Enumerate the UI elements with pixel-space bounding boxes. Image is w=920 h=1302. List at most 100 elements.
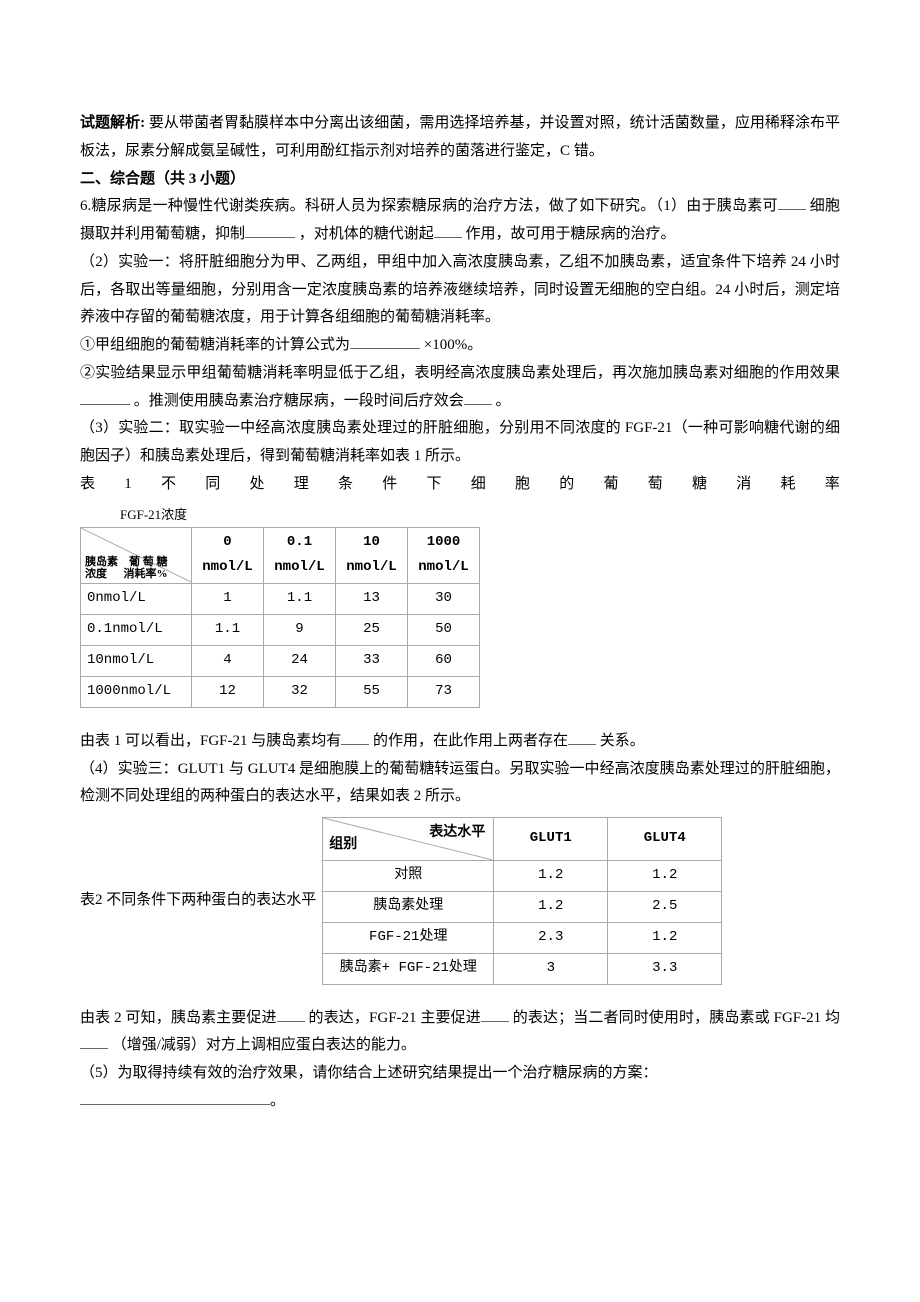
exp3-afterC: 的表达；当二者同时使用时，胰岛素或 FGF-21 均 — [509, 1010, 840, 1026]
t1-cell: 55 — [336, 677, 408, 708]
table-row: 胰岛素处理 1.2 2.5 — [323, 892, 722, 923]
blank — [80, 1033, 108, 1049]
t1-cell: 13 — [336, 584, 408, 615]
t1-cell: 24 — [264, 646, 336, 677]
analysis-paragraph: 试题解析: 要从带菌者胃黏膜样本中分离出该细菌，需用选择培养基，并设置对照，统计… — [80, 110, 840, 166]
exp3-afterD: （增强/减弱）对方上调相应蛋白表达的能力。 — [108, 1037, 416, 1053]
blank — [341, 729, 369, 745]
exp2-afterB: 的作用，在此作用上两者存在 — [369, 733, 568, 749]
t1-cell: 1.1 — [264, 584, 336, 615]
blank — [80, 1089, 270, 1105]
table2-caption: 表2 不同条件下两种蛋白的表达水平 — [80, 887, 316, 915]
q6-part1: 6.糖尿病是一种慢性代谢类疾病。科研人员为探索糖尿病的治疗方法，做了如下研究。（… — [80, 193, 840, 249]
table-row: 0nmol/L 1 1.1 13 30 — [81, 584, 480, 615]
section-heading: 二、综合题（共 3 小题） — [80, 166, 840, 194]
exp1-b2b: 。推测使用胰岛素治疗糖尿病，一段时间后疗效会 — [130, 393, 464, 409]
q6-stem: 6.糖尿病是一种慢性代谢类疾病。科研人员为探索糖尿病的治疗方法，做了如下研究。（… — [80, 198, 778, 214]
exp1-item1: ①甲组细胞的葡萄糖消耗率的计算公式为 ×100%。 — [80, 332, 840, 360]
diag-label: 表达水平 — [429, 820, 485, 846]
table1-header-row: 胰岛素 葡 萄 糖 浓度 消耗率% 0 nmol/L 0.1 nmol/L 10… — [81, 527, 480, 584]
table-row: 对照 1.2 1.2 — [323, 861, 722, 892]
page: 试题解析: 要从带菌者胃黏膜样本中分离出该细菌，需用选择培养基，并设置对照，统计… — [0, 0, 920, 1176]
t1-col3: 1000 nmol/L — [408, 527, 480, 584]
table-row: 胰岛素+ FGF-21处理 3 3.3 — [323, 953, 722, 984]
blank — [80, 389, 130, 405]
t1-rowhead: 10nmol/L — [81, 646, 192, 677]
exp2-desc: （3）实验二：取实验一中经高浓度胰岛素处理过的肝脏细胞，分别用不同浓度的 FGF… — [80, 415, 840, 471]
exp3-afterB: 的表达，FGF-21 主要促进 — [305, 1010, 481, 1026]
exp3-afterA: 由表 2 可知，胰岛素主要促进 — [80, 1010, 277, 1026]
t2-cell: 3.3 — [608, 953, 722, 984]
exp1-b1tail: ×100%。 — [420, 337, 482, 353]
t2-cell: 1.2 — [608, 922, 722, 953]
q5-period: 。 — [270, 1093, 285, 1109]
t1-cell: 25 — [336, 615, 408, 646]
t2-rowhead: 胰岛素+ FGF-21处理 — [323, 953, 494, 984]
t1-rowhead: 0nmol/L — [81, 584, 192, 615]
t2-rowhead: 胰岛素处理 — [323, 892, 494, 923]
analysis-lead: 试题解析: — [80, 115, 149, 131]
t1-cell: 30 — [408, 584, 480, 615]
q6-s1c: ，对机体的糖代谢起 — [295, 226, 434, 242]
t1-cell: 1 — [192, 584, 264, 615]
t2-rowhead: FGF-21处理 — [323, 922, 494, 953]
table2: 表达水平 组别 GLUT1 GLUT4 对照 1.2 1.2 胰岛素处理 1.2… — [322, 817, 722, 985]
diag-label: 葡 萄 糖 — [129, 556, 168, 568]
q6-s1d: 作用，故可用于糖尿病的治疗。 — [462, 226, 676, 242]
exp3-desc: （4）实验三：GLUT1 与 GLUT4 是细胞膜上的葡萄糖转运蛋白。另取实验一… — [80, 756, 840, 812]
q5-line1: （5）为取得持续有效的治疗效果，请你结合上述研究结果提出一个治疗糖尿病的方案： — [80, 1060, 840, 1088]
exp2-afterC: 关系。 — [596, 733, 645, 749]
t1-cell: 9 — [264, 615, 336, 646]
exp1-item2: ②实验结果显示甲组葡萄糖消耗率明显低于乙组，表明经高浓度胰岛素处理后，再次施加胰… — [80, 360, 840, 416]
exp1-b2c: 。 — [492, 393, 511, 409]
t1-col0: 0 nmol/L — [192, 527, 264, 584]
t1-cell: 1.1 — [192, 615, 264, 646]
table-row: FGF-21处理 2.3 1.2 — [323, 922, 722, 953]
t2-cell: 2.5 — [608, 892, 722, 923]
blank — [277, 1006, 305, 1022]
blank — [778, 194, 806, 210]
t1-cell: 12 — [192, 677, 264, 708]
table-row: 1000nmol/L 12 32 55 73 — [81, 677, 480, 708]
t2-cell: 1.2 — [608, 861, 722, 892]
diag-label: 组别 — [329, 832, 357, 858]
t2-cell: 1.2 — [494, 892, 608, 923]
t2-col1: GLUT4 — [608, 818, 722, 861]
table1-top-label: FGF-21浓度 — [120, 503, 840, 527]
t1-cell: 4 — [192, 646, 264, 677]
table-row: 10nmol/L 4 24 33 60 — [81, 646, 480, 677]
exp1-desc: （2）实验一：将肝脏细胞分为甲、乙两组，甲组中加入高浓度胰岛素，乙组不加胰岛素，… — [80, 249, 840, 332]
exp3-conclusion: 由表 2 可知，胰岛素主要促进 的表达，FGF-21 主要促进 的表达；当二者同… — [80, 1005, 840, 1061]
exp2-afterA: 由表 1 可以看出，FGF-21 与胰岛素均有 — [80, 733, 341, 749]
t1-cell: 50 — [408, 615, 480, 646]
t2-rowhead: 对照 — [323, 861, 494, 892]
t1-cell: 32 — [264, 677, 336, 708]
blank — [481, 1006, 509, 1022]
blank — [568, 729, 596, 745]
t1-col2: 10 nmol/L — [336, 527, 408, 584]
diag-label: 浓度 — [85, 568, 107, 580]
t2-cell: 3 — [494, 953, 608, 984]
analysis-text: 要从带菌者胃黏膜样本中分离出该细菌，需用选择培养基，并设置对照，统计活菌数量，应… — [80, 115, 840, 159]
t1-rowhead: 0.1nmol/L — [81, 615, 192, 646]
t1-col1: 0.1 nmol/L — [264, 527, 336, 584]
blank — [434, 222, 462, 238]
t2-cell: 2.3 — [494, 922, 608, 953]
t2-cell: 1.2 — [494, 861, 608, 892]
blank — [350, 333, 420, 349]
t1-cell: 33 — [336, 646, 408, 677]
t1-rowhead: 1000nmol/L — [81, 677, 192, 708]
t1-cell: 60 — [408, 646, 480, 677]
table2-header-row: 表达水平 组别 GLUT1 GLUT4 — [323, 818, 722, 861]
table2-wrap: 表2 不同条件下两种蛋白的表达水平 表达水平 组别 GLUT1 GLUT4 对照… — [80, 817, 840, 985]
diag-label: 胰岛素 — [85, 556, 118, 568]
t2-col0: GLUT1 — [494, 818, 608, 861]
table2-diag-cell: 表达水平 组别 — [323, 818, 494, 861]
diag-label: 消耗率% — [124, 568, 168, 580]
exp1-b1: ①甲组细胞的葡萄糖消耗率的计算公式为 — [80, 337, 350, 353]
blank — [464, 389, 492, 405]
exp1-b2a: ②实验结果显示甲组葡萄糖消耗率明显低于乙组，表明经高浓度胰岛素处理后，再次施加胰… — [80, 365, 840, 381]
table1: 胰岛素 葡 萄 糖 浓度 消耗率% 0 nmol/L 0.1 nmol/L 10… — [80, 527, 480, 708]
exp2-conclusion: 由表 1 可以看出，FGF-21 与胰岛素均有 的作用，在此作用上两者存在 关系… — [80, 728, 840, 756]
blank — [245, 222, 295, 238]
